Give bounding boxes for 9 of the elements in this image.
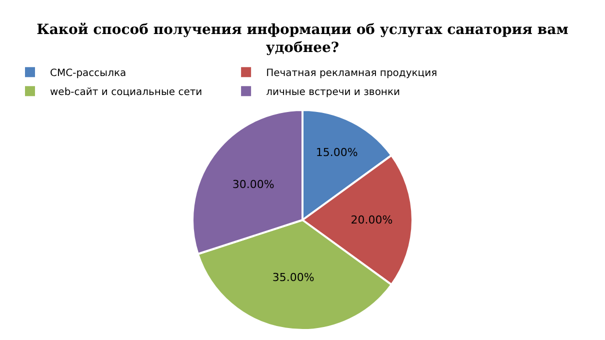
- data-label: 20.00%: [350, 214, 393, 226]
- data-label: 15.00%: [316, 146, 358, 160]
- data-label: 35.00%: [272, 270, 314, 284]
- chart-title: Какой способ получения информации об услугах санатория вам удобнее?: [36, 22, 568, 56]
- legend-label: web-сайт и социальные сети: [50, 87, 202, 98]
- legend-label: СМС-рассылка: [50, 68, 126, 79]
- data-label: 30.00%: [232, 178, 274, 191]
- legend-label: личные встречи и звонки: [266, 87, 400, 98]
- legend-label: Печатная рекламная продукция: [266, 68, 438, 79]
